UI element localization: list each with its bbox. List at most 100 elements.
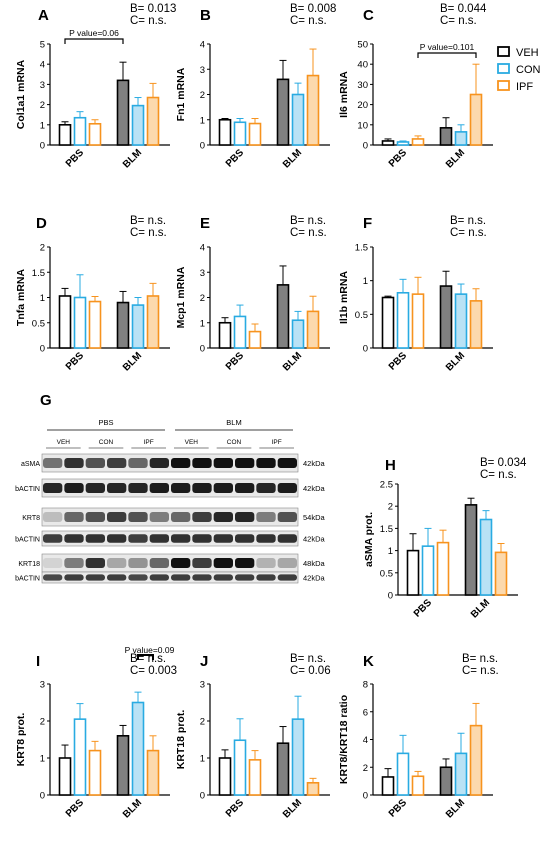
stat-text: B= 0.034 [480, 457, 527, 469]
bar-con [454, 293, 468, 349]
blot-band [171, 511, 191, 523]
blot-band [107, 482, 127, 494]
bar-ipf [469, 724, 483, 796]
y-tick-label: 1 [200, 754, 205, 765]
bar-con [291, 319, 305, 349]
y-tick-label: 0 [40, 141, 45, 152]
blot-band [256, 457, 276, 469]
bar-ipf [146, 295, 160, 349]
stat-text: B= 0.044 [440, 3, 487, 15]
x-tick-label: BLM [469, 597, 492, 620]
y-tick-label: 2 [363, 763, 368, 774]
y-axis-label: KRT8/KRT18 ratio [338, 695, 350, 784]
y-axis-label: Mcp1 mRNA [175, 266, 187, 328]
blot-band [107, 557, 127, 569]
stat-text: C= 0.06 [290, 665, 331, 677]
x-tick-label: PBS [224, 797, 247, 820]
blot-band [277, 534, 297, 543]
bar-ipf [146, 96, 160, 146]
x-tick-label: BLM [121, 350, 144, 373]
blot-band [43, 557, 63, 569]
bar-veh [218, 321, 232, 349]
legend: VEH CON IPF [497, 46, 541, 93]
blot-band [149, 574, 169, 581]
y-tick-label: 1 [388, 546, 393, 557]
blot-row-label: KRT8 [22, 515, 40, 522]
blot-lane-label: IPF [144, 439, 154, 446]
blot-group-label: BLM [226, 418, 241, 427]
blot-strip [41, 478, 299, 498]
blot-band [171, 574, 191, 581]
blot-mw-label: 42kDa [303, 484, 326, 493]
blot-band [64, 511, 84, 523]
chart-panel-J: J B= n.s.C= 0.06 0 1 2 3 KRT18 prot. PBS BLM [175, 653, 331, 820]
y-tick-label: 2.5 [380, 480, 393, 491]
blot-band [235, 457, 255, 469]
bar-veh [439, 766, 453, 796]
bar-veh [439, 285, 453, 349]
y-tick-label: 0.5 [355, 310, 368, 321]
stat-text: B= 0.013 [130, 3, 176, 15]
y-tick-label: 3 [40, 80, 45, 91]
y-tick-label: 0 [363, 791, 368, 802]
x-tick-label: PBS [64, 147, 87, 170]
bar-veh [116, 79, 130, 146]
x-tick-label: BLM [121, 797, 144, 820]
blot-band [277, 574, 297, 581]
blot-band [85, 557, 105, 569]
bar-ipf [469, 93, 483, 146]
stat-text: C= n.s. [450, 227, 487, 239]
y-tick-label: 4 [40, 60, 45, 71]
y-tick-label: 0 [200, 344, 205, 355]
y-tick-label: 3 [200, 268, 205, 279]
blot-group-label: PBS [98, 418, 113, 427]
y-tick-label: 4 [200, 40, 205, 51]
blot-band [235, 482, 255, 494]
blot-band [235, 574, 255, 581]
blot-band [171, 557, 191, 569]
x-tick-label: BLM [444, 797, 467, 820]
bar-ipf [411, 138, 425, 146]
blot-band [171, 534, 191, 543]
blot-band [149, 482, 169, 494]
bar-con [73, 296, 87, 349]
y-tick-label: 1.5 [380, 524, 393, 535]
blot-band [107, 457, 127, 469]
annotation-text: P value=0.101 [420, 42, 475, 52]
legend-swatch-con [497, 63, 510, 74]
blot-band [277, 557, 297, 569]
blot-band [128, 534, 148, 543]
bar-ipf [248, 759, 262, 796]
x-tick-label: PBS [224, 350, 247, 373]
y-tick-label: 1 [200, 115, 205, 126]
y-tick-label: 0 [200, 791, 205, 802]
bar-con [396, 752, 410, 796]
blot-lane-label: IPF [272, 439, 282, 446]
significance-bracket [417, 52, 477, 58]
bar-veh [381, 296, 395, 349]
x-tick-label: PBS [64, 797, 87, 820]
y-tick-label: 1.5 [32, 268, 45, 279]
y-axis-label: Tnfa mRNA [15, 269, 27, 327]
bar-con [454, 131, 468, 146]
western-blot: G PBS BLM VEH CON IPF VEH CON IPF aSMA 42kDa bACTIN… [15, 392, 326, 584]
blot-band [43, 457, 63, 469]
blot-band [192, 511, 212, 523]
y-tick-label: 1.5 [355, 243, 368, 254]
bar-con [233, 739, 247, 796]
panel-label: D [36, 215, 47, 232]
y-tick-label: 0 [388, 591, 393, 602]
blot-mw-label: 48kDa [303, 559, 326, 568]
blot-band [277, 511, 297, 523]
x-tick-label: PBS [387, 350, 410, 373]
blot-mw-label: 42kDa [303, 459, 326, 468]
blot-row-label: bACTIN [15, 576, 40, 583]
blot-band [107, 511, 127, 523]
blot-band [256, 574, 276, 581]
blot-band [128, 457, 148, 469]
stat-text: B= n.s. [130, 215, 166, 227]
blot-band [149, 534, 169, 543]
x-tick-label: BLM [281, 350, 304, 373]
